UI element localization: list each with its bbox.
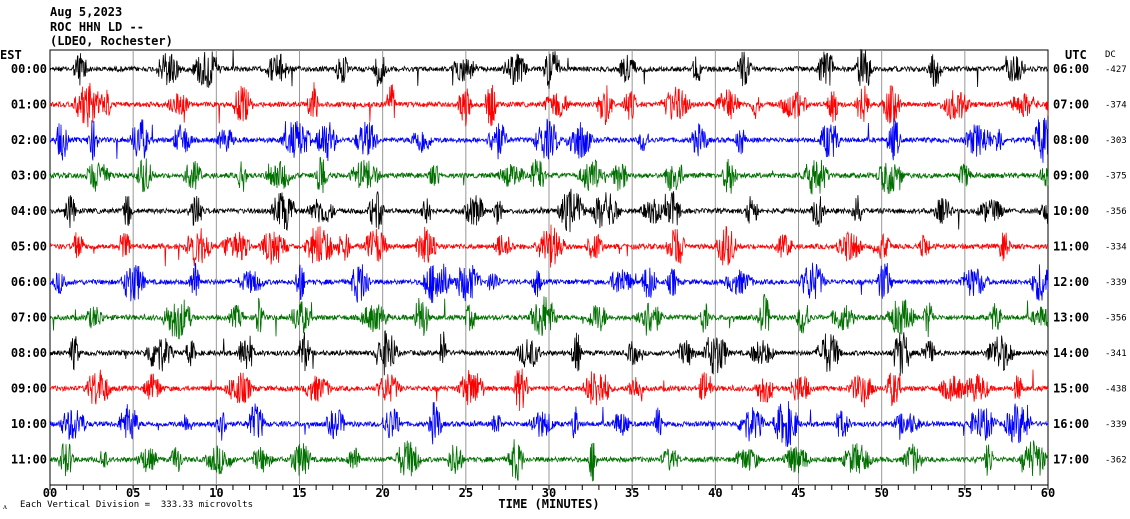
dc-value: -303: [1105, 136, 1127, 146]
utc-label: 15:00: [1053, 382, 1089, 396]
est-label: 05:00: [11, 240, 47, 254]
est-label: 07:00: [11, 311, 47, 325]
utc-label: 13:00: [1053, 311, 1089, 325]
x-axis-label: TIME (MINUTES): [498, 497, 599, 511]
trace-0900: [49, 368, 1049, 411]
trace-1000: [49, 401, 1049, 447]
logo-mark: ᴧ: [3, 502, 7, 511]
date-label: Aug 5,2023: [50, 5, 123, 19]
trace-0100: [49, 82, 1049, 128]
est-label: 01:00: [11, 98, 47, 112]
est-label: 08:00: [11, 346, 47, 360]
dc-value: -339: [1105, 420, 1127, 430]
x-tick-label: 45: [791, 486, 805, 500]
x-tick-label: 20: [375, 486, 389, 500]
est-label: 09:00: [11, 382, 47, 396]
dc-value: -356: [1105, 314, 1127, 324]
utc-title: UTC: [1065, 48, 1087, 62]
dc-value: -362: [1105, 456, 1127, 466]
trace-0400: [49, 188, 1049, 233]
trace-0800: [49, 330, 1049, 376]
utc-label: 06:00: [1053, 62, 1089, 76]
dc-value: -375: [1105, 172, 1127, 182]
x-tick-label: 35: [625, 486, 639, 500]
utc-label: 17:00: [1053, 453, 1089, 467]
est-label: 11:00: [11, 453, 47, 467]
dc-value: -374: [1105, 101, 1127, 111]
x-tick-label: 15: [292, 486, 306, 500]
x-tick-label: 60: [1041, 486, 1055, 500]
x-tick-label: 10: [209, 486, 223, 500]
dc-value: -356: [1105, 207, 1127, 217]
x-tick-label: 00: [43, 486, 57, 500]
est-title: EST: [0, 48, 22, 62]
trace-0300: [49, 156, 1049, 195]
dc-value: -427: [1105, 65, 1127, 75]
dc-value: -334: [1105, 243, 1127, 253]
est-label: 06:00: [11, 275, 47, 289]
scale-note: Each Vertical Division = 333.33 microvol…: [20, 500, 253, 510]
trace-0600: [49, 262, 1049, 303]
trace-0200: [49, 117, 1049, 163]
dc-value: -341: [1105, 349, 1127, 359]
x-tick-label: 05: [126, 486, 140, 500]
est-label: 04:00: [11, 204, 47, 218]
dc-value: -438: [1105, 385, 1127, 395]
utc-label: 10:00: [1053, 204, 1089, 218]
station-label: ROC HHN LD --: [50, 20, 144, 34]
utc-label: 16:00: [1053, 417, 1089, 431]
trace-0000: [50, 48, 1049, 89]
trace-0700: [49, 294, 1049, 340]
dc-value: -339: [1105, 278, 1127, 288]
utc-label: 12:00: [1053, 275, 1089, 289]
x-tick-label: 50: [874, 486, 888, 500]
trace-0500: [49, 224, 1049, 268]
x-tick-label: 55: [958, 486, 972, 500]
est-label: 10:00: [11, 417, 47, 431]
trace-1100: [49, 439, 1049, 482]
est-label: 00:00: [11, 62, 47, 76]
utc-label: 14:00: [1053, 346, 1089, 360]
utc-label: 09:00: [1053, 169, 1089, 183]
x-tick-label: 25: [459, 486, 473, 500]
x-tick-label: 40: [708, 486, 722, 500]
utc-label: 08:00: [1053, 133, 1089, 147]
dc-title: DC: [1105, 50, 1116, 60]
utc-label: 07:00: [1053, 98, 1089, 112]
est-label: 03:00: [11, 169, 47, 183]
utc-label: 11:00: [1053, 240, 1089, 254]
x-tick-label: 30: [542, 486, 556, 500]
est-label: 02:00: [11, 133, 47, 147]
network-label: (LDEO, Rochester): [50, 34, 173, 48]
